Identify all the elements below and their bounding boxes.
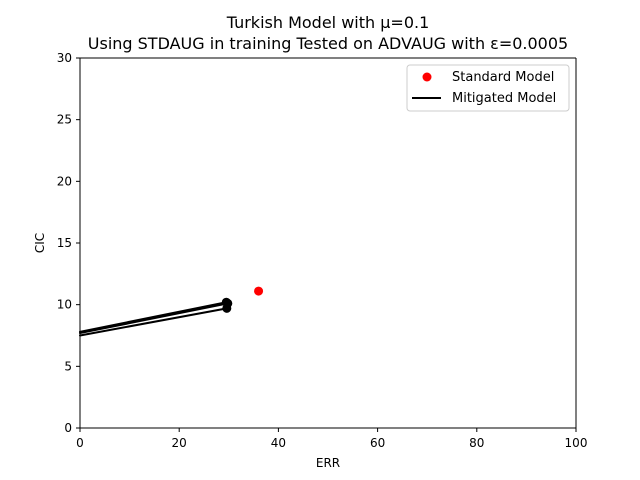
legend-mitigated-label: Mitigated Model [452, 91, 556, 106]
legend-box [406, 64, 570, 112]
x-tick-label: 40 [271, 436, 286, 450]
x-axis-label: ERR [316, 456, 340, 470]
mitigated-model-point-3 [222, 303, 232, 313]
axes: 0 20 40 60 80 100 0 5 10 15 20 25 30 [57, 51, 588, 450]
x-tick-label: 80 [469, 436, 484, 450]
plot-background [80, 58, 576, 428]
legend: Standard Model Mitigated Model [406, 64, 570, 112]
y-tick-label: 20 [57, 174, 72, 188]
y-tick-label: 0 [64, 421, 72, 435]
x-tick-label: 0 [76, 436, 84, 450]
chart-title: Turkish Model with μ=0.1 [226, 13, 430, 32]
plot-area [80, 58, 576, 428]
mitigated-model-line-3 [79, 307, 228, 337]
y-tick-label: 25 [57, 113, 72, 127]
y-tick-label: 10 [57, 298, 72, 312]
x-tick-label: 20 [172, 436, 187, 450]
x-tick-label: 60 [370, 436, 385, 450]
legend-standard-marker [422, 72, 432, 82]
y-tick-label: 5 [64, 359, 72, 373]
y-tick-label: 15 [57, 236, 72, 250]
y-axis-label: CIC [33, 233, 47, 253]
chart-subtitle: Using STDAUG in training Tested on ADVAU… [88, 34, 568, 53]
mitigated-model-line-1 [79, 301, 228, 333]
y-tick-label: 30 [57, 51, 72, 65]
x-tick-label: 100 [565, 436, 588, 450]
series-marks [79, 286, 264, 337]
legend-standard-label: Standard Model [452, 70, 554, 85]
mitigated-model-line-2 [79, 302, 229, 335]
standard-model-point-1 [254, 286, 264, 296]
